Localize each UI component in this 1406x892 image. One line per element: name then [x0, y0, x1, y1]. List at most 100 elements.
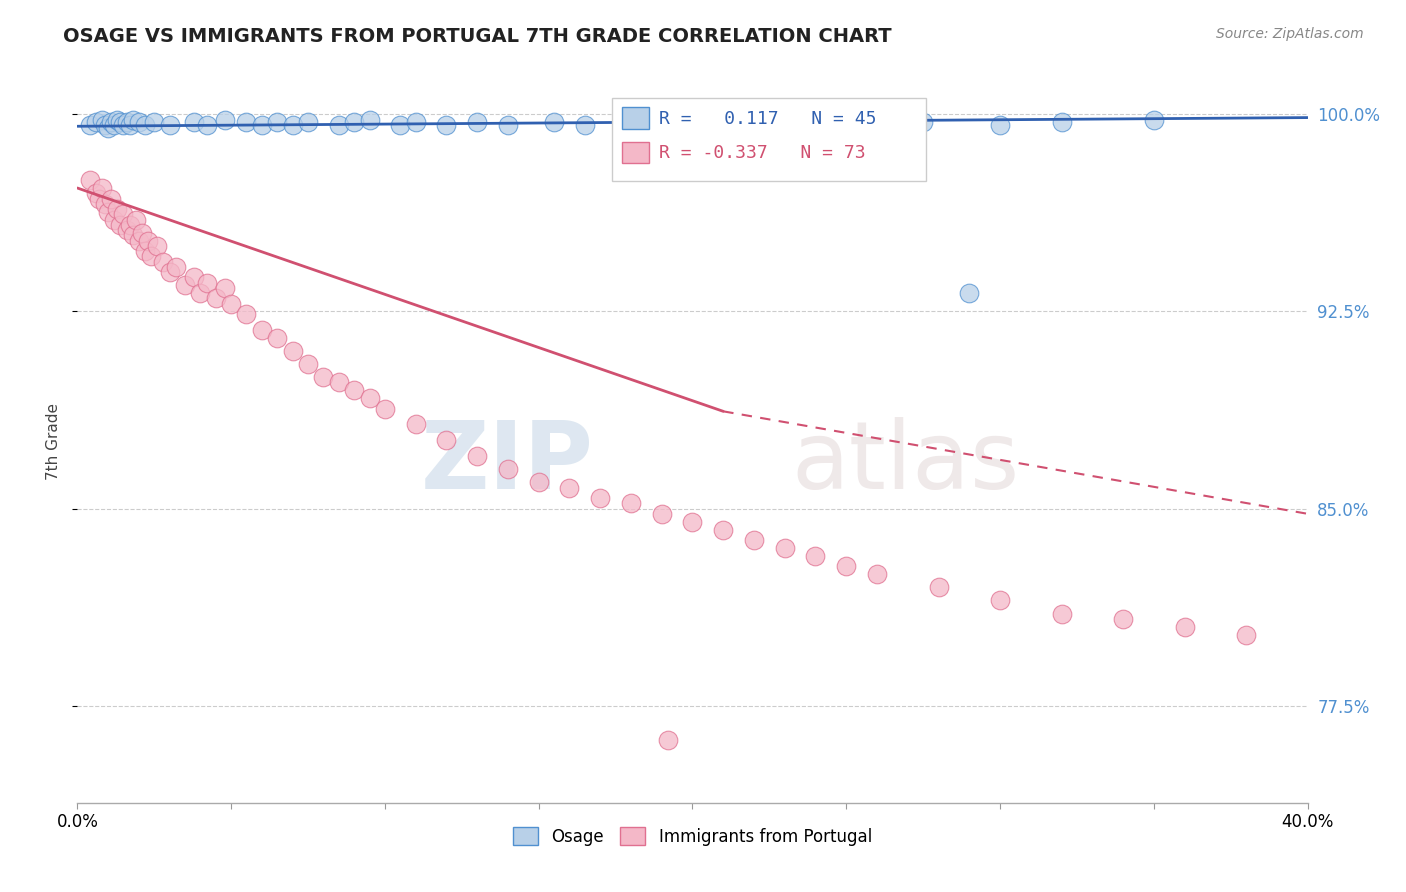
- Point: [94, 118, 117, 132]
- Point: [125, 212, 148, 227]
- Point: [866, 567, 889, 582]
- Point: [496, 462, 519, 476]
- Point: [1174, 620, 1197, 634]
- Legend: Osage, Immigrants from Portugal: Osage, Immigrants from Portugal: [506, 821, 879, 852]
- Point: [195, 118, 218, 132]
- Point: [297, 357, 319, 371]
- Point: [250, 118, 273, 132]
- Point: [214, 112, 236, 127]
- Point: [159, 118, 181, 132]
- Point: [389, 118, 412, 132]
- Point: [359, 391, 381, 405]
- Point: [131, 226, 153, 240]
- Point: [188, 286, 212, 301]
- Point: [682, 118, 704, 132]
- Point: [219, 296, 242, 310]
- Point: [103, 212, 125, 227]
- Point: [87, 192, 110, 206]
- Point: [97, 204, 120, 219]
- Point: [343, 115, 366, 129]
- Point: [374, 401, 396, 416]
- Point: [112, 118, 135, 132]
- Point: [835, 559, 858, 574]
- Point: [105, 112, 128, 127]
- Text: R =   0.117   N = 45: R = 0.117 N = 45: [659, 110, 877, 128]
- Point: [79, 173, 101, 187]
- Point: [436, 434, 458, 448]
- Point: [110, 218, 132, 232]
- Point: [1112, 612, 1135, 626]
- FancyBboxPatch shape: [623, 107, 650, 128]
- Point: [359, 112, 381, 127]
- Point: [266, 331, 288, 345]
- Point: [90, 112, 114, 127]
- Point: [134, 244, 156, 258]
- Point: [558, 481, 581, 495]
- Point: [159, 265, 181, 279]
- Point: [128, 115, 150, 129]
- Point: [183, 115, 205, 129]
- Text: R = -0.337   N = 73: R = -0.337 N = 73: [659, 145, 866, 162]
- Point: [527, 475, 550, 490]
- Point: [105, 202, 128, 216]
- Text: OSAGE VS IMMIGRANTS FROM PORTUGAL 7TH GRADE CORRELATION CHART: OSAGE VS IMMIGRANTS FROM PORTUGAL 7TH GR…: [63, 27, 891, 45]
- Point: [118, 118, 141, 132]
- Text: Source: ZipAtlas.com: Source: ZipAtlas.com: [1216, 27, 1364, 41]
- Point: [711, 523, 734, 537]
- Point: [94, 196, 117, 211]
- Point: [112, 207, 135, 221]
- Point: [851, 118, 873, 132]
- Point: [988, 593, 1011, 607]
- Point: [141, 249, 163, 263]
- Point: [79, 118, 101, 132]
- Point: [121, 228, 143, 243]
- Point: [115, 115, 138, 129]
- Point: [620, 496, 643, 510]
- Point: [195, 276, 218, 290]
- Text: atlas: atlas: [792, 417, 1019, 509]
- Point: [100, 115, 122, 129]
- Point: [574, 118, 596, 132]
- Point: [235, 115, 257, 129]
- Point: [110, 115, 132, 129]
- Point: [657, 732, 679, 747]
- Point: [465, 449, 488, 463]
- Point: [115, 223, 138, 237]
- Point: [214, 281, 236, 295]
- Point: [183, 270, 205, 285]
- Point: [143, 115, 166, 129]
- Point: [281, 118, 304, 132]
- Point: [343, 384, 366, 398]
- Point: [1143, 112, 1166, 127]
- Point: [651, 507, 673, 521]
- Point: [165, 260, 187, 274]
- Point: [465, 115, 488, 129]
- Point: [297, 115, 319, 129]
- Point: [128, 234, 150, 248]
- Point: [121, 112, 143, 127]
- Point: [97, 120, 120, 135]
- Point: [912, 115, 935, 129]
- Point: [543, 115, 565, 129]
- Point: [1050, 115, 1073, 129]
- Point: [152, 254, 174, 268]
- Point: [405, 115, 427, 129]
- FancyBboxPatch shape: [623, 142, 650, 163]
- Point: [1050, 607, 1073, 621]
- Point: [928, 580, 950, 594]
- Point: [496, 118, 519, 132]
- Text: ZIP: ZIP: [422, 417, 595, 509]
- Point: [250, 323, 273, 337]
- Y-axis label: 7th Grade: 7th Grade: [45, 403, 60, 480]
- Point: [281, 343, 304, 358]
- Point: [682, 515, 704, 529]
- Point: [235, 307, 257, 321]
- Point: [742, 533, 765, 547]
- Point: [118, 218, 141, 232]
- Point: [773, 541, 796, 555]
- Point: [957, 286, 980, 301]
- Point: [789, 112, 811, 127]
- Point: [103, 118, 125, 132]
- Point: [328, 376, 350, 390]
- Point: [1234, 627, 1257, 641]
